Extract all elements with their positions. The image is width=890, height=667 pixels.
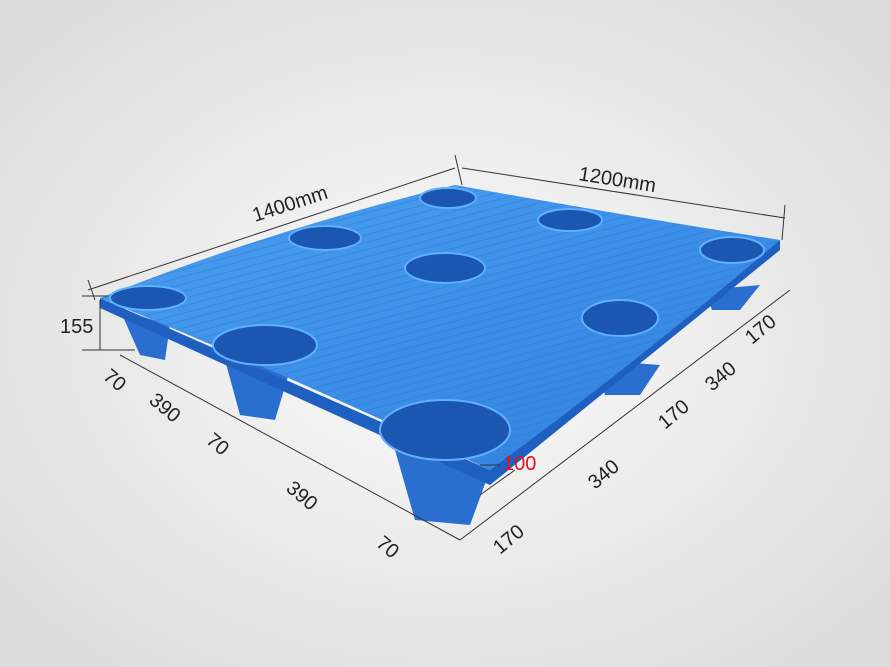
deck-tread-pattern [100, 185, 780, 470]
height-label: 155 [60, 316, 93, 338]
dimension-lines [82, 154, 791, 541]
pallet-holes [109, 187, 765, 461]
leg-gap-label: 100 [503, 453, 536, 475]
